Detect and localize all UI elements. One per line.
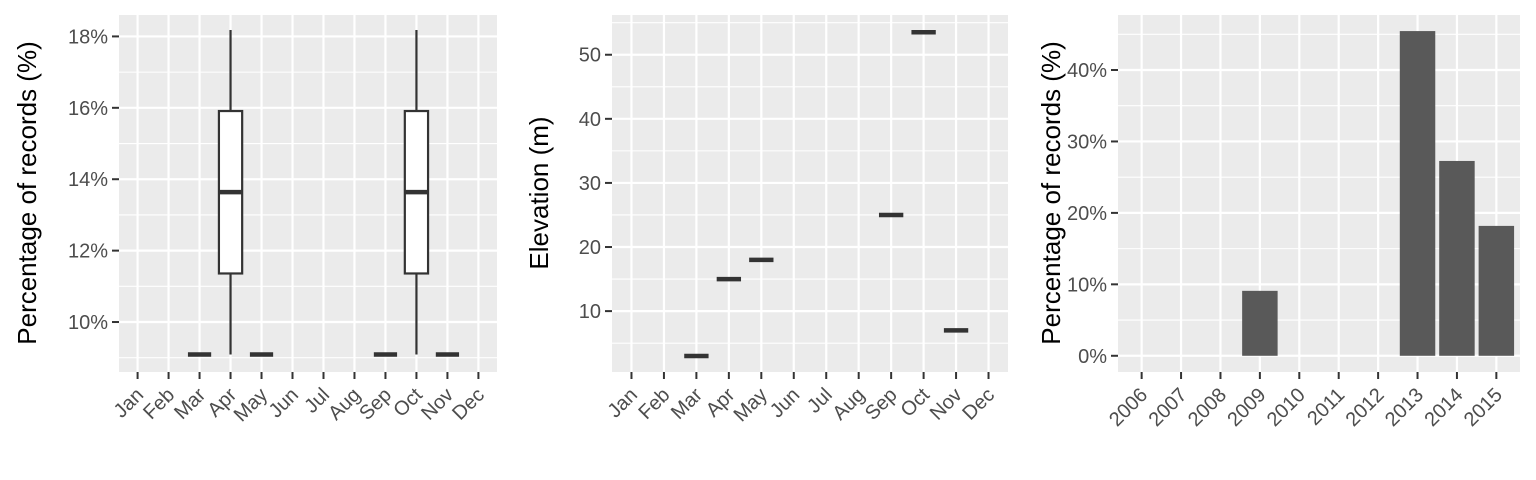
x-tick-label: Feb bbox=[635, 384, 675, 424]
x-tick-label: Aug bbox=[828, 384, 869, 425]
bar bbox=[1478, 225, 1515, 356]
x-tick-label: 2006 bbox=[1105, 384, 1152, 431]
x-tick-label: Sep bbox=[861, 384, 902, 425]
y-tick-label: 12% bbox=[68, 241, 108, 263]
y-axis-title: Percentage of records (%) bbox=[1036, 41, 1066, 344]
x-tick-label: Oct bbox=[897, 384, 935, 422]
x-tick-label: Nov bbox=[926, 384, 967, 425]
bar bbox=[1399, 31, 1436, 356]
y-tick-label: 14% bbox=[68, 169, 108, 191]
chart-monthly-percentage-boxplot: 10%12%14%16%18%JanFebMarAprMayJunJulAugS… bbox=[12, 15, 497, 426]
y-tick-label: 20% bbox=[1067, 203, 1107, 225]
x-tick-label: 2008 bbox=[1184, 384, 1231, 431]
x-tick-label: Dec bbox=[448, 384, 489, 425]
bar bbox=[1439, 160, 1475, 356]
y-tick-label: 40 bbox=[579, 109, 601, 131]
x-tick-label: May bbox=[730, 384, 772, 426]
y-tick-label: 30% bbox=[1067, 131, 1107, 153]
x-tick-label: 2012 bbox=[1342, 384, 1389, 431]
y-tick-label: 16% bbox=[68, 98, 108, 120]
bar bbox=[1242, 290, 1278, 356]
x-tick-label: 2015 bbox=[1460, 384, 1507, 431]
x-tick-label: 2010 bbox=[1263, 384, 1310, 431]
x-tick-label: Dec bbox=[958, 384, 999, 425]
y-tick-label: 10% bbox=[1067, 274, 1107, 296]
y-tick-label: 10 bbox=[579, 301, 601, 323]
x-tick-label: Oct bbox=[389, 384, 427, 422]
x-tick-label: Jun bbox=[766, 384, 804, 422]
x-tick-label: Jan bbox=[604, 384, 642, 422]
x-tick-label: 2014 bbox=[1420, 384, 1467, 431]
x-tick-label: 2009 bbox=[1223, 384, 1270, 431]
x-tick-label: Jun bbox=[265, 384, 303, 422]
panel-background bbox=[612, 15, 1008, 372]
y-axis-title: Percentage of records (%) bbox=[12, 41, 42, 344]
y-tick-label: 20 bbox=[579, 237, 601, 259]
y-tick-label: 10% bbox=[68, 312, 108, 334]
y-tick-label: 30 bbox=[579, 173, 601, 195]
y-tick-label: 0% bbox=[1078, 346, 1107, 368]
panel-background bbox=[119, 15, 497, 372]
y-axis-title: Elevation (m) bbox=[524, 116, 554, 269]
chart-yearly-percentage-bar: 0%10%20%30%40%20062007200820092010201120… bbox=[1036, 15, 1520, 431]
x-tick-label: 2007 bbox=[1145, 384, 1192, 431]
x-tick-label: 2013 bbox=[1381, 384, 1428, 431]
chart-monthly-elevation-boxplot: 1020304050JanFebMarAprMayJunJulAugSepOct… bbox=[524, 15, 1008, 426]
x-tick-label: Feb bbox=[139, 384, 179, 424]
y-tick-label: 50 bbox=[579, 45, 601, 67]
x-tick-label: Mar bbox=[667, 384, 707, 424]
x-tick-label: 2011 bbox=[1303, 384, 1349, 430]
x-tick-label: Jan bbox=[110, 384, 148, 422]
y-tick-label: 40% bbox=[1067, 60, 1107, 82]
y-tick-label: 18% bbox=[68, 26, 108, 48]
